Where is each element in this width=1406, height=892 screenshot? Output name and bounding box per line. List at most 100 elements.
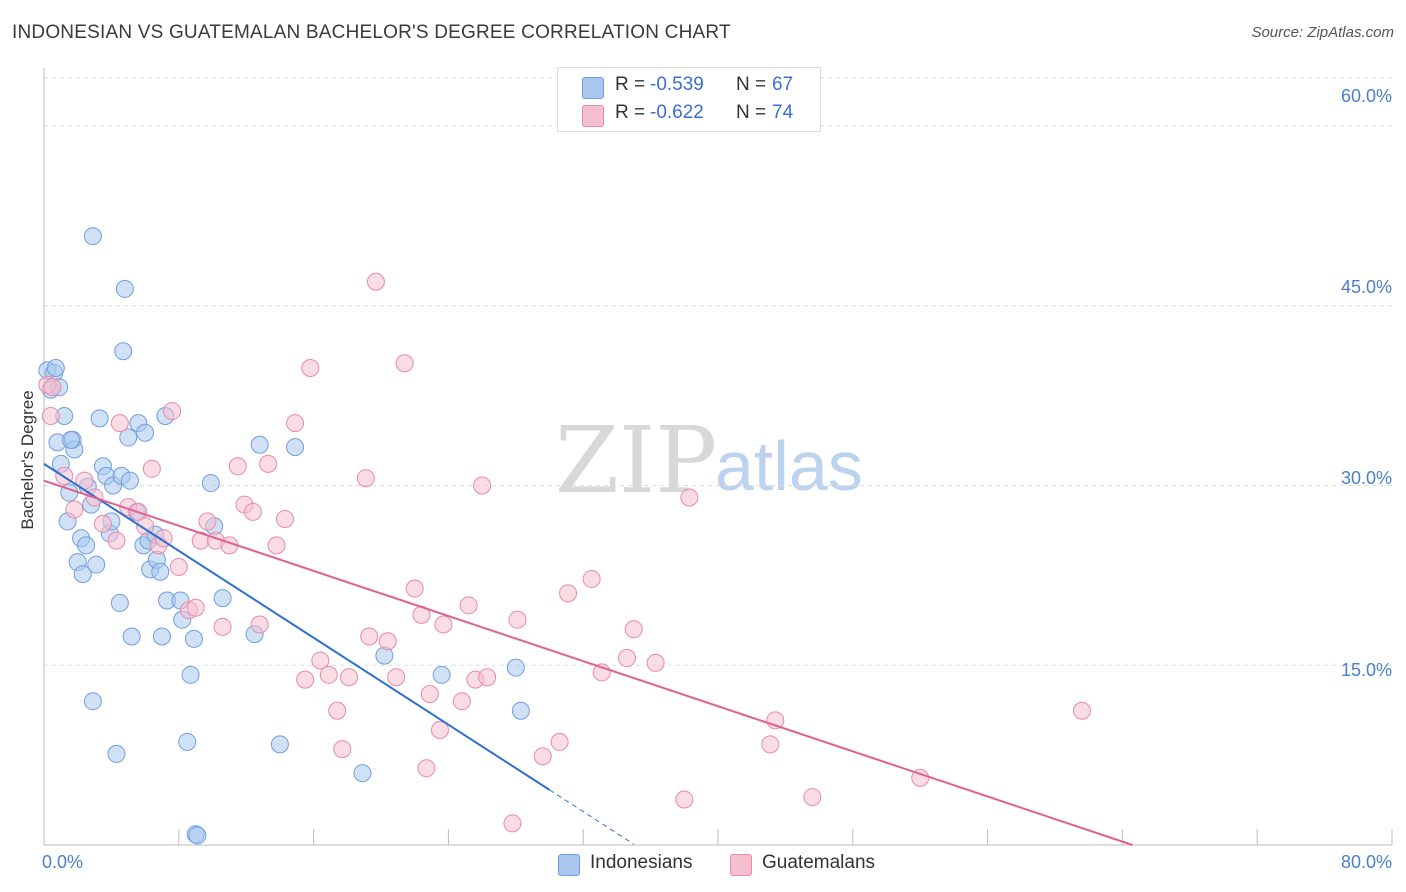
stats-row-guatemalans: R = -0.622 N = 74 [558,101,820,131]
indonesian-point [73,565,92,584]
r-value: -0.539 [650,74,704,95]
indonesian-point [184,629,203,648]
guatemalan-point [618,649,637,668]
guatemalan-point [333,740,352,759]
guatemalan-point [761,735,780,754]
blue-swatch [558,854,580,876]
indonesian-trend-line [43,463,551,791]
indonesian-point [432,665,451,684]
guatemalan-point [911,768,930,787]
y-tick-label: 60.0% [1340,86,1392,106]
guatemalan-point [275,510,294,529]
watermark-atlas: atlas [715,427,863,505]
guatemalan-point [301,359,320,378]
indonesian-trend-extension [549,789,635,845]
guatemalan-point [311,651,330,670]
blue-swatch [582,77,604,99]
indonesian-point [188,826,207,845]
indonesian-point [115,279,134,298]
guatemalan-point [434,615,453,634]
stats-legend: R = -0.539 N = 67 R = -0.622 N = 74 [557,67,821,132]
indonesian-point [213,589,232,608]
guatemalan-point [107,531,126,550]
indonesian-point [120,471,139,490]
indonesian-point [122,627,141,646]
guatemalan-point [198,512,217,531]
guatemalan-point [387,668,406,687]
indonesian-point [506,658,525,677]
guatemalan-point [65,500,84,519]
y-tick-label: 30.0% [1340,468,1392,488]
guatemalan-point [533,747,552,766]
guatemalan-point [41,406,60,425]
n-label: N = [736,102,767,123]
indonesian-point [151,562,170,581]
guatemalan-point [420,684,439,703]
indonesian-point [286,438,305,457]
chart-title: INDONESIAN VS GUATEMALAN BACHELOR'S DEGR… [12,22,731,43]
guatemalan-point [228,457,247,476]
guatemalan-point [473,476,492,495]
legend-label: Guatemalans [762,852,876,873]
guatemalan-point [250,615,269,634]
guatemalan-point [503,814,522,833]
indonesian-point [511,701,530,720]
guatemalan-point [478,668,497,687]
guatemalan-point [186,598,205,617]
guatemalan-point [1072,701,1091,720]
pink-swatch [730,854,752,876]
indonesian-point [136,423,155,442]
guatemalan-point [378,632,397,651]
source-credit: Source: ZipAtlas.com [1251,24,1394,41]
indonesian-point [90,409,109,428]
indonesian-point [83,692,102,711]
guatemalan-point [356,469,375,488]
indonesian-point [107,744,126,763]
guatemalan-point [243,502,262,521]
guatemalan-point [142,459,161,478]
indonesian-point [178,732,197,751]
n-value: 74 [772,102,794,123]
guatemalan-point [339,668,358,687]
guatemalan-point [259,454,278,473]
indonesian-point [77,536,96,555]
guatemalan-point [169,557,188,576]
guatemalan-point [430,720,449,739]
guatemalan-point [110,414,129,433]
indonesian-point [87,555,106,574]
guatemalan-point [646,653,665,672]
guatemalan-point [319,665,338,684]
guatemalan-point [163,402,182,421]
pink-swatch [582,105,604,127]
guatemalan-point [366,272,385,291]
indonesian-point [270,735,289,754]
indonesian-point [353,764,372,783]
n-value: 67 [772,74,794,95]
indonesian-point [110,593,129,612]
guatemalan-point [328,701,347,720]
y-tick-label: 45.0% [1340,277,1392,297]
indonesian-point [114,342,133,361]
guatemalan-point [360,627,379,646]
guatemalan-point [508,610,527,629]
indonesian-point [201,474,220,493]
x-tick-label-min: 0.0% [42,852,84,872]
guatemalan-point [459,596,478,615]
guatemalan-point [136,517,155,536]
guatemalan-point [559,584,578,603]
guatemalan-point [296,670,315,689]
guatemalan-point [395,354,414,373]
guatemalan-point [417,759,436,778]
guatemalan-point [680,488,699,507]
indonesian-point [61,430,80,449]
guatemalan-trend-line [43,479,1133,846]
guatemalan-point [452,692,471,711]
guatemalan-point [405,579,424,598]
indonesian-point [181,665,200,684]
indonesian-point [250,435,269,454]
guatemalan-point [93,514,112,533]
n-label: N = [736,74,767,95]
stats-row-indonesians: R = -0.539 N = 67 [558,73,820,103]
indonesian-point [119,428,138,447]
